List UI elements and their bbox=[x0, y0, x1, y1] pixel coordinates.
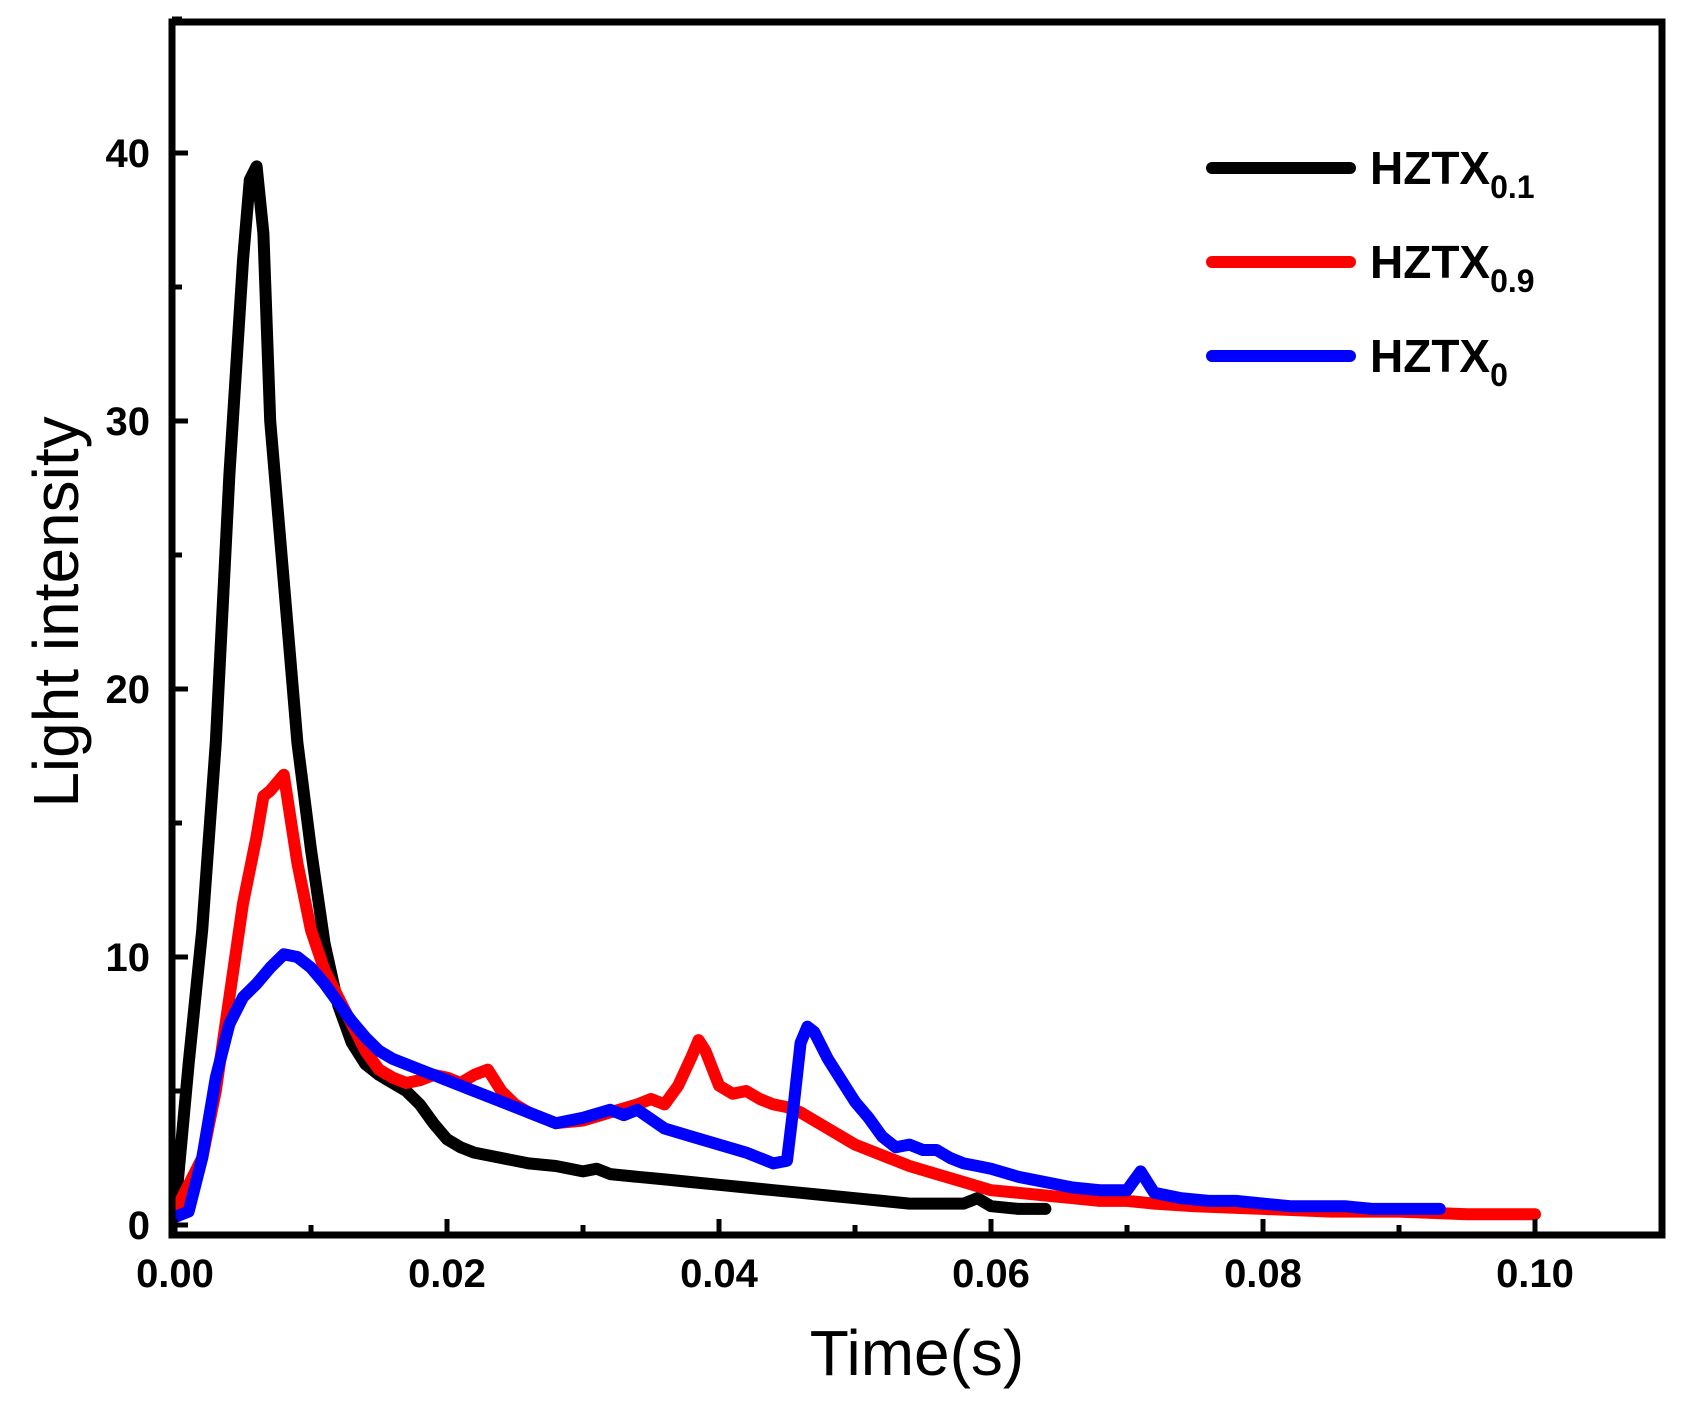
x-axis-title: Time(s) bbox=[810, 1317, 1024, 1389]
y-axis-title: Light intensity bbox=[20, 416, 92, 807]
y-tick-label: 40 bbox=[106, 132, 151, 176]
series-line-hztx-0-1 bbox=[169, 160, 1052, 1218]
legend-label: HZTX0 bbox=[1370, 330, 1508, 393]
series-layer bbox=[169, 160, 1541, 1223]
legend-label-main: HZTX bbox=[1370, 330, 1490, 382]
legend-label: HZTX0.9 bbox=[1370, 236, 1535, 299]
x-tick-label: 0.04 bbox=[680, 1252, 759, 1296]
legend-label: HZTX0.1 bbox=[1370, 142, 1535, 205]
legend-label-subscript: 0.1 bbox=[1490, 169, 1534, 205]
series-line-hztx-0 bbox=[169, 948, 1446, 1223]
y-tick-label: 30 bbox=[106, 400, 151, 444]
legend-label-main: HZTX bbox=[1370, 236, 1490, 288]
y-tick-label: 0 bbox=[128, 1204, 150, 1248]
x-tick-label: 0.00 bbox=[136, 1252, 214, 1296]
legend-label-subscript: 0.9 bbox=[1490, 263, 1534, 299]
x-tick-label: 0.08 bbox=[1224, 1252, 1302, 1296]
legend-label-main: HZTX bbox=[1370, 142, 1490, 194]
y-tick-label: 20 bbox=[106, 668, 151, 712]
x-tick-label: 0.06 bbox=[952, 1252, 1030, 1296]
x-tick-label: 0.10 bbox=[1496, 1252, 1574, 1296]
y-tick-label: 10 bbox=[106, 936, 151, 980]
plot-frame bbox=[168, 18, 1666, 1239]
legend-label-subscript: 0 bbox=[1490, 357, 1508, 393]
x-tick-label: 0.02 bbox=[408, 1252, 486, 1296]
